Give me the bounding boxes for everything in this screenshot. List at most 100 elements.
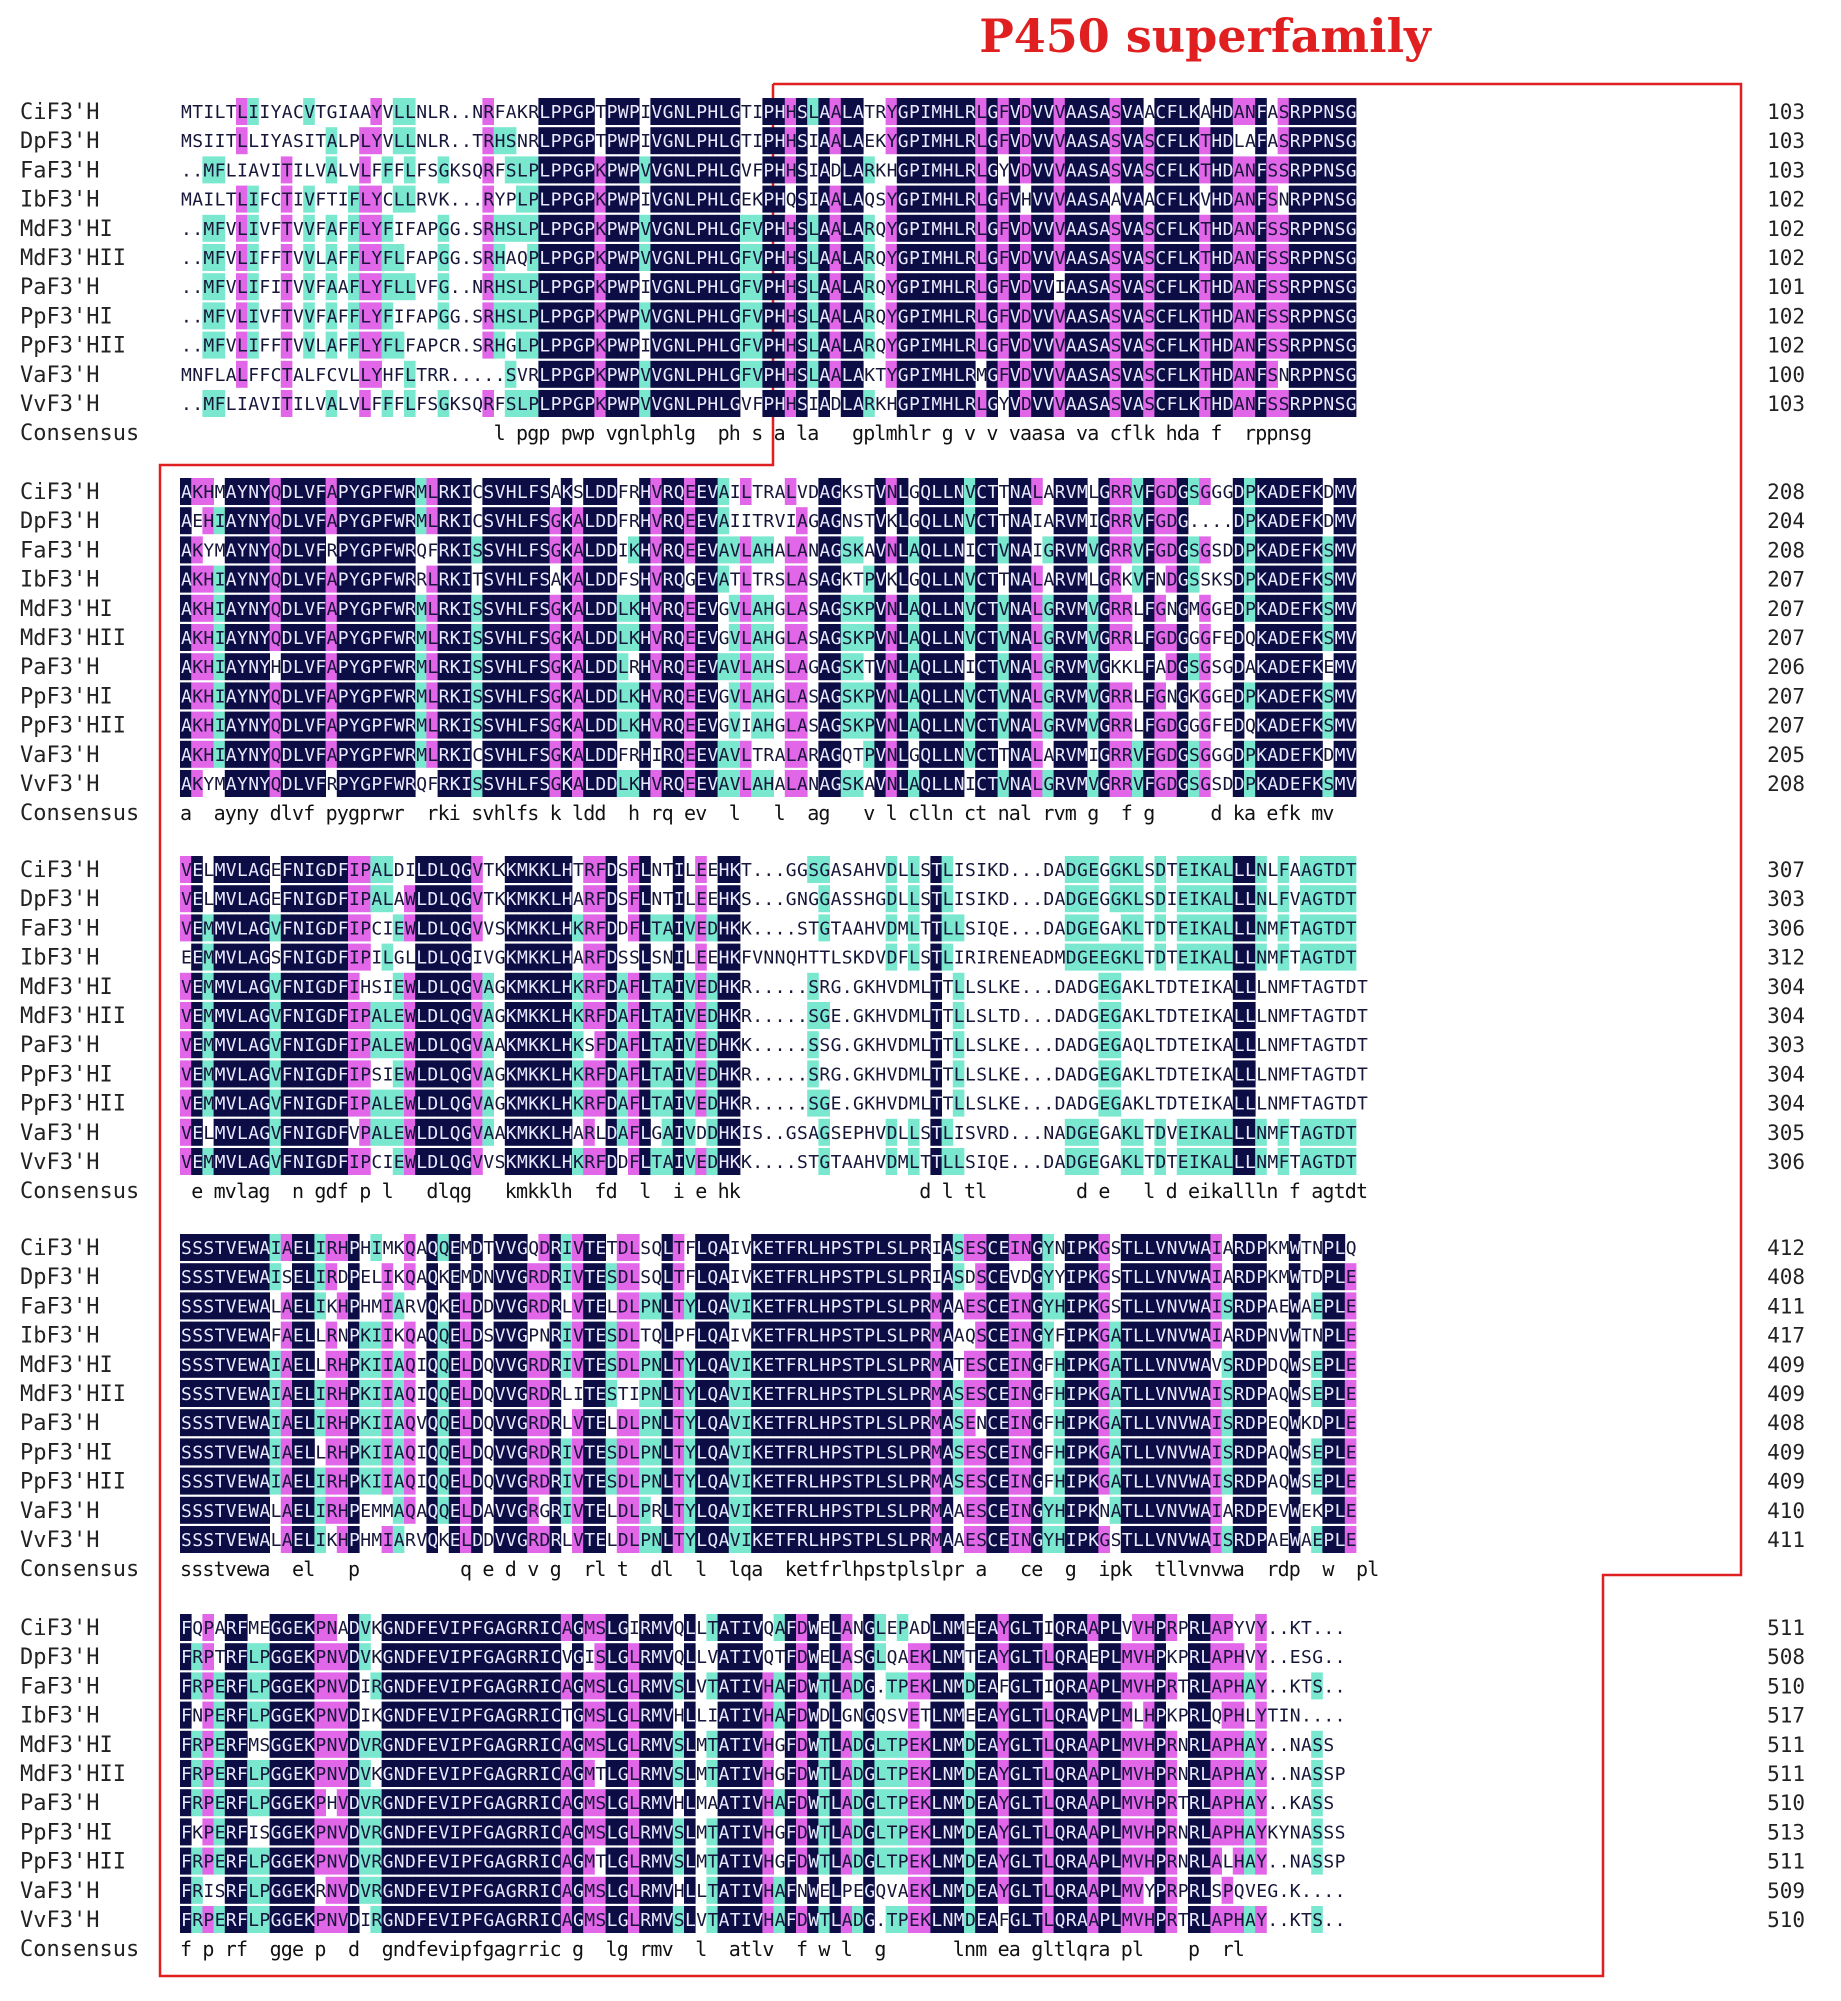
residue-shade (908, 127, 920, 155)
sequence-row: SSSTVEWALAELIKHPHMIARVQKELDDVVGRDRLVTELD… (20, 1292, 1805, 1320)
sequence-name: FaF3'H (20, 916, 99, 941)
residue-shade (538, 98, 550, 125)
residue-shade (952, 156, 965, 184)
sequence-text: ..MFVLIFITVVFAAFLYFLLVFG..NRHSLPLPPGPKPW… (181, 277, 1357, 298)
residue-shade (919, 156, 931, 184)
residue-shade (975, 127, 987, 155)
sequence-name: PaF3'H (20, 655, 99, 680)
residue-shade (840, 98, 853, 125)
residue-shade (919, 98, 931, 125)
sequence-end-position: 517 (1767, 1704, 1805, 1728)
residue-shade (818, 127, 830, 155)
sequence-end-position: 102 (1767, 304, 1805, 328)
sequence-row: FQPARFMEGGEKPNADVKGNDFEVIPFGAGRRICAGMSLG… (20, 1614, 1805, 1641)
residue-shade (616, 185, 629, 213)
residue-shade (1221, 98, 1234, 125)
sequence-row: SSSTVEWAIAELLRHPKIIAQIQQELDQVVGRDRIVTESD… (20, 1438, 1805, 1466)
residue-shade (941, 214, 954, 242)
sequence-row: SSSTVEWALAELIRHPEMMAQAQQELDAVVGRGRIVTELD… (20, 1496, 1805, 1524)
alignment-blocks: MTILTLIIYACVTGIAAYVLLNLR..NRFAKRLPPGPTPW… (20, 98, 1805, 1962)
sequence-name: DpF3'H (20, 1265, 99, 1290)
residue-shade (213, 156, 226, 184)
residue-shade (1199, 127, 1211, 155)
sequence-end-position: 306 (1767, 1150, 1805, 1174)
sequence-row: ..MFVLIFFTVVLAFFLYFLFAPCR.SRHGLPLPPGPKPW… (20, 331, 1805, 359)
residue-shade (370, 127, 382, 155)
residue-shade (359, 156, 371, 184)
residue-shade (997, 185, 1010, 213)
residue-shade (941, 127, 954, 155)
sequence-text: AEHIAYNYQDLVFAPYGPFWRMLRKICSVHLFSGKALDDF… (181, 511, 1357, 532)
residue-shade (964, 214, 976, 242)
residue-shade (1344, 185, 1357, 213)
sequence-name: FaF3'H (20, 1294, 99, 1319)
residue-shade (1210, 127, 1222, 155)
residue-shade (1109, 156, 1122, 184)
residue-shade (628, 98, 640, 125)
sequence-row: AKHIAYNYHDLVFAPYGPFWRMLRKISSVHLFSGKALDDL… (20, 653, 1805, 681)
sequence-name: DpF3'H (20, 509, 99, 534)
residue-shade (1008, 98, 1021, 125)
sequence-text: ..MFVLIFFTVVLAFFLYFLFAPGG.SRHAQPLPPGPKPW… (181, 248, 1357, 269)
sequence-end-position: 305 (1767, 1121, 1805, 1145)
sequence-row: VEMMVLAGVFNIGDFIPALEWLDLQGVAGKMKKLHKRFDA… (20, 1002, 1805, 1029)
residue-shade (728, 127, 741, 155)
alignment-block: VELMVLAGEFNIGDFIPALDILDLQGVTKKMKKLHTRFDS… (20, 856, 1805, 1204)
sequence-name: PpF3'HII (20, 1470, 126, 1495)
sequence-row: AKHIAYNYQDLVFAPYGPFWRMLRKISSVHLFSGKALDDL… (20, 682, 1805, 710)
residue-shade (650, 214, 662, 242)
residue-shade (706, 98, 718, 125)
residue-shade (583, 127, 595, 155)
sequence-row: MAILTLIFCTIVFTIFLYCLLRVK...RYPLPLPPGPKPW… (20, 185, 1805, 213)
residue-shade (1300, 127, 1312, 155)
sequence-text: AKHIAYNYQDLVFAPYGPFWRMLRKISSVHLFSGKALDDL… (181, 628, 1357, 649)
residue-shade (1031, 156, 1043, 184)
sequence-text: AKHIAYNYQDLVFAPYGPFWRMLRKISSVHLFSGKALDDL… (181, 716, 1357, 737)
sequence-text: VEMMVLAGVFNIGDFIPCIEWLDLQGVVSKMKKLHKRFDD… (181, 918, 1357, 939)
sequence-end-position: 411 (1767, 1528, 1805, 1552)
residue-shade (482, 127, 494, 155)
residue-shade (919, 214, 931, 242)
residue-shade (1322, 127, 1334, 155)
residue-shade (706, 185, 718, 213)
residue-shade (1188, 98, 1200, 125)
residue-shade (1255, 98, 1267, 125)
p450-domain-frame (158, 82, 1743, 1978)
sequence-text: AKHMAYNYQDLVFAPYGPFWRMLRKICSVHLFSAKSLDDF… (181, 482, 1357, 503)
residue-shade (1344, 156, 1357, 184)
residue-shade (1221, 156, 1234, 184)
residue-shade (527, 214, 539, 242)
residue-shade (628, 127, 640, 155)
sequence-text: AKYMAYNYQDLVFRPYGPFWRQFRKISSVHLFSGKALDDL… (181, 774, 1357, 795)
sequence-name: PpF3'HII (20, 1092, 126, 1117)
consensus-label: Consensus (20, 801, 139, 826)
sequence-text: ..MFLIAVITILVALVLFFFLFSGKSQRFSLPLPPGPKPW… (181, 160, 1357, 181)
residue-shade (1232, 98, 1245, 125)
residue-shade (751, 214, 763, 242)
sequence-text: MNFLALFFCTALFCVLLYHFLTRR.....SVRLPPGPKPW… (181, 365, 1357, 386)
sequence-name: MdF3'HII (20, 1762, 126, 1787)
residue-shade (829, 127, 842, 155)
residue-shade (941, 185, 954, 213)
sequence-end-position: 206 (1767, 655, 1805, 679)
sequence-name: PaF3'H (20, 1791, 99, 1816)
residue-shade (661, 156, 674, 184)
residue-shade (952, 185, 965, 213)
residue-shade (1042, 156, 1054, 184)
sequence-end-position: 207 (1767, 568, 1805, 592)
residue-shade (1311, 98, 1323, 125)
consensus-sequence: f p rf gge p d gndfevipfgagrric g lg rmv l atlv f w l g… (180, 1937, 1245, 1961)
residue-shade (661, 214, 674, 242)
sequence-end-position: 103 (1767, 100, 1805, 124)
sequence-end-position: 511 (1767, 1733, 1805, 1757)
sequence-row: AKHIAYNYQDLVFAPYGPFWRRLRKITSVHLFSAKALDDF… (20, 565, 1805, 593)
residue-shade (1154, 127, 1166, 155)
residue-shade (796, 98, 808, 125)
residue-shade (1132, 98, 1144, 125)
residue-shade (359, 127, 371, 155)
alignment-block: MTILTLIIYACVTGIAAYVLLNLR..NRFAKRLPPGPTPW… (20, 98, 1805, 446)
residue-shade (975, 156, 987, 184)
residue-shade (695, 214, 707, 242)
sequence-end-position: 511 (1767, 1850, 1805, 1874)
